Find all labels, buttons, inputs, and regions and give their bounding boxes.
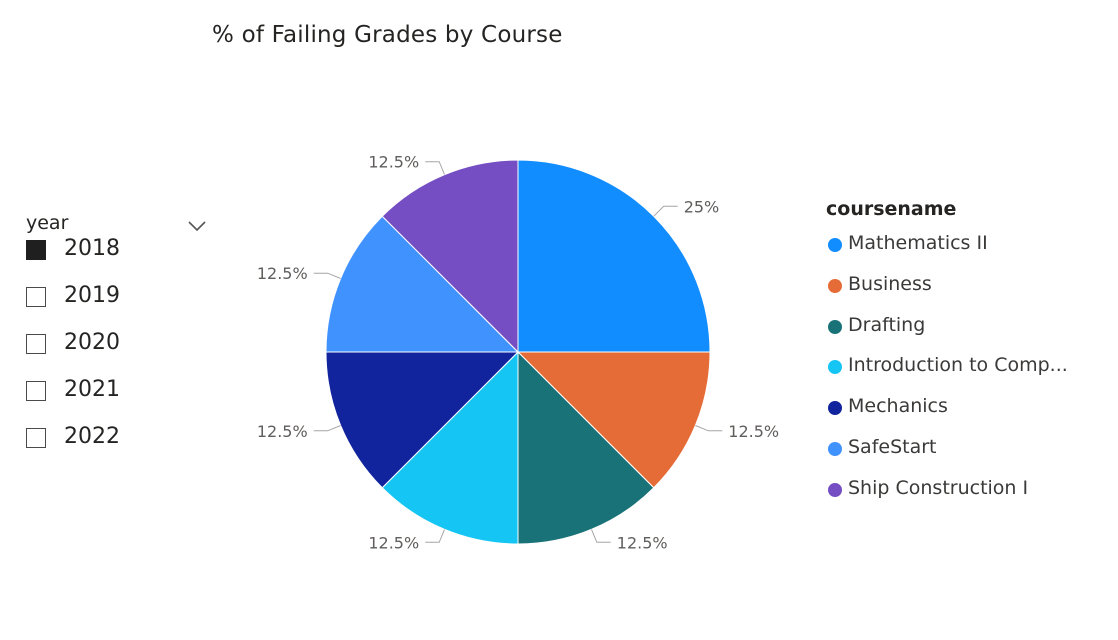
data-label: 12.5% [257,422,308,441]
legend-item[interactable]: Mechanics [826,395,956,436]
legend-dot-icon [828,441,842,456]
pie-slice-ship-construction-i[interactable] [381,159,519,354]
year-slicer: year 2018 2019 2020 2021 2022 [24,208,206,475]
data-label: 25% [684,197,720,216]
slicer-item-2021[interactable]: 2021 [24,377,189,428]
legend-dot-icon [828,482,842,497]
leader-line [653,205,678,217]
slicer-item-label: 2021 [64,377,120,402]
slicer-item-label: 2022 [64,424,120,449]
legend-item[interactable]: Ship Construction I [826,477,1028,518]
slicer-header: year [24,208,206,240]
leader-line [425,161,445,175]
legend-item[interactable]: SafeStart [826,436,956,477]
pie-slice-business[interactable] [516,351,711,489]
checkbox[interactable] [26,334,46,354]
leader-line [425,529,445,543]
legend-item[interactable]: Business [826,273,956,314]
data-label: 12.5% [728,422,779,441]
checkbox[interactable] [26,381,46,401]
legend-label: Mathematics II [848,232,988,254]
slicer-title: year [26,212,69,234]
legend-label: Ship Construction I [848,476,1029,499]
slicer-item-label: 2018 [64,236,120,261]
legend-dot-icon [828,401,842,416]
leader-line [591,529,611,543]
chevron-down-icon[interactable] [185,216,209,236]
pie-slice-mechanics[interactable] [325,351,520,489]
legend-label: Introduction to Comp... [848,354,1068,377]
legend-label: Business [848,272,932,295]
legend: coursename Mathematics II Business Draftin… [826,198,1068,518]
legend-label: SafeStart [848,435,937,458]
checkbox[interactable] [26,240,46,260]
legend-label: Mechanics [848,395,948,418]
data-label: 12.5% [368,153,419,172]
checkbox[interactable] [26,428,46,448]
slicer-item-2020[interactable]: 2020 [24,330,189,381]
slicer-item-2022[interactable]: 2022 [24,424,189,475]
legend-item[interactable]: Drafting [826,314,956,355]
legend-dot-icon [828,360,842,375]
legend-dot-icon [828,319,842,334]
data-label: 12.5% [617,533,668,552]
checkbox[interactable] [26,287,46,307]
legend-item[interactable]: Mathematics II [826,232,988,273]
leader-line [313,425,341,432]
pie-slice-safestart[interactable] [325,215,520,353]
pie-slice-introduction-to-comp[interactable] [381,350,519,545]
slicer-item-label: 2019 [64,283,120,308]
leader-line [313,272,341,279]
data-label: 12.5% [257,264,308,283]
chart-title: % of Failing Grades by Course [212,22,563,48]
leader-line [695,425,723,432]
legend-label: Drafting [848,313,926,336]
slicer-item-2019[interactable]: 2019 [24,283,189,334]
legend-item[interactable]: Introduction to Comp... [826,354,1068,395]
legend-title: coursename [826,198,957,220]
legend-dot-icon [828,278,842,293]
pie-slice-drafting[interactable] [517,350,655,545]
legend-dot-icon [828,238,842,252]
slicer-item-label: 2020 [64,330,120,355]
slicer-item-2018[interactable]: 2018 [24,236,189,287]
data-label: 12.5% [368,533,419,552]
pie-slice-mathematics-ii[interactable] [517,159,711,353]
